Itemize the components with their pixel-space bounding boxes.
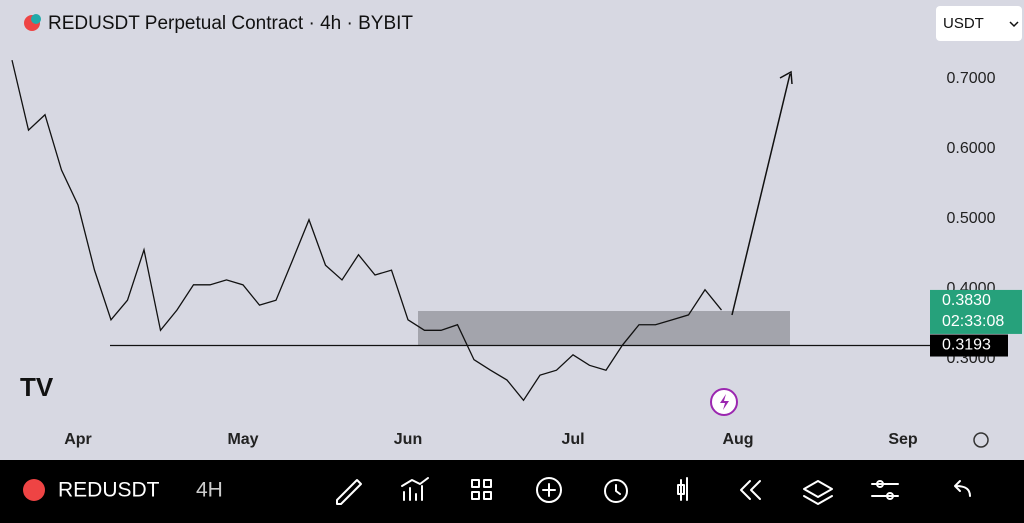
x-tick-label: Jun (394, 431, 422, 448)
dropdown-caret (1009, 21, 1019, 28)
toolbar (0, 460, 1024, 523)
x-tick-label: Jul (561, 431, 584, 448)
countdown: 02:33:08 (942, 313, 1004, 330)
background (0, 0, 1024, 460)
toolbar-symbol[interactable]: REDUSDT (58, 479, 160, 502)
x-tick-label: Aug (722, 431, 753, 448)
x-tick-label: May (227, 431, 258, 448)
y-tick-label: 0.7000 (947, 70, 996, 87)
y-tick-label: 0.6000 (947, 140, 996, 157)
toolbar-icons[interactable] (336, 477, 971, 505)
y-tick-label: 0.5000 (947, 210, 996, 227)
support-price-box (930, 334, 1008, 357)
arrow (731, 70, 793, 316)
currency-select[interactable] (936, 6, 1022, 41)
x-tick-label: Apr (64, 431, 92, 448)
settings-icon[interactable] (973, 432, 989, 448)
price-line (11, 59, 723, 402)
range-box (418, 311, 790, 345)
toolbar-interval[interactable]: 4H (196, 479, 223, 502)
toolbar-symbol-icon (23, 479, 45, 501)
support-price-label: 0.3193 (942, 337, 991, 354)
exchange-icon (31, 14, 41, 24)
event-bolt (720, 394, 729, 410)
last-price-box (930, 289, 1022, 334)
last-price-label: 0.3830 (942, 292, 991, 309)
x-tick-label: Sep (888, 431, 918, 448)
currency-label[interactable]: USDT (943, 15, 984, 32)
logo: TV (20, 372, 54, 402)
chart-title: REDUSDT Perpetual Contract · 4h · BYBIT (48, 13, 413, 34)
